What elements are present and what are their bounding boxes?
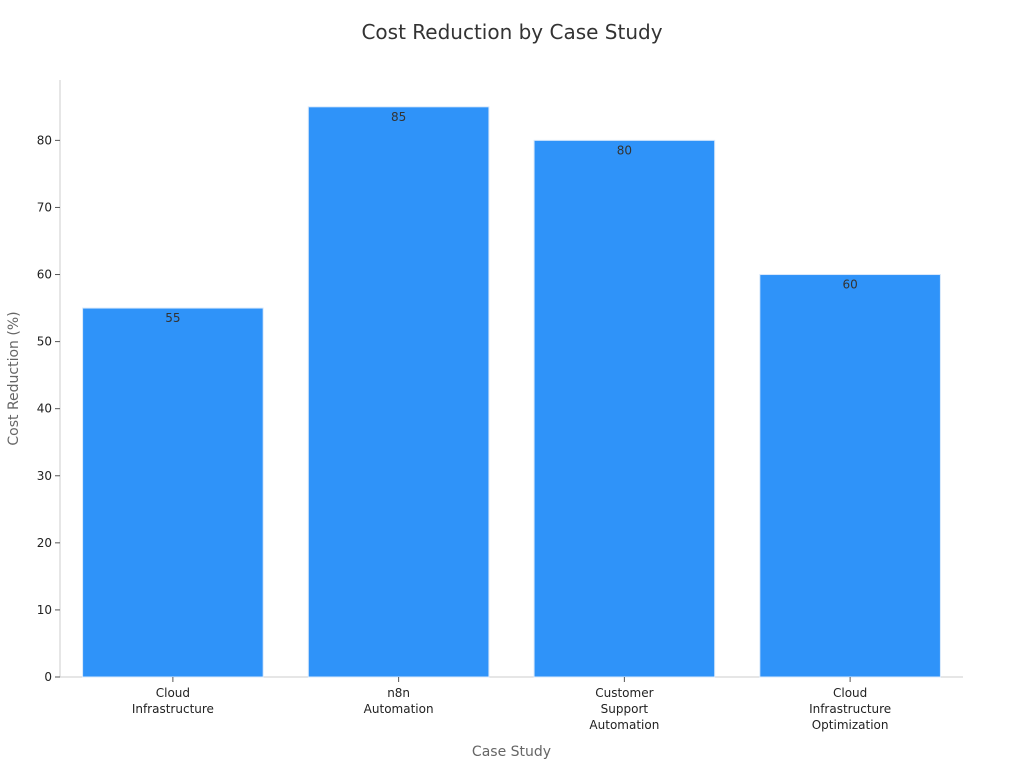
bar <box>533 139 716 678</box>
bar <box>759 274 941 678</box>
y-tick-label: 40 <box>37 402 52 416</box>
x-tick-label-line: n8n <box>387 686 410 700</box>
x-tick-label: n8n Automation <box>364 686 434 716</box>
x-tick-label: Cloud Infrastructure Optimization <box>809 686 891 732</box>
y-tick-label: 60 <box>37 268 52 282</box>
x-tick-label-line: Infrastructure <box>132 702 214 716</box>
bar-value-label: 60 <box>842 278 857 292</box>
x-axis-title: Case Study <box>472 744 551 760</box>
x-tick-label-line: Support <box>601 702 649 716</box>
y-tick-label: 50 <box>37 335 52 349</box>
bar <box>82 307 264 678</box>
x-tick-label: Customer Support Automation <box>589 686 659 732</box>
x-tick-label-line: Cloud <box>156 686 190 700</box>
bar-value-label: 85 <box>391 110 406 124</box>
x-tick-label-line: Cloud <box>833 686 867 700</box>
y-axis-title: Cost Reduction (%) <box>6 311 22 445</box>
y-tick-label: 10 <box>37 603 52 617</box>
y-tick-label: 0 <box>44 670 52 684</box>
x-tick-label: Cloud Infrastructure <box>132 686 214 716</box>
chart-title: Cost Reduction by Case Study <box>361 20 663 44</box>
bar <box>307 106 490 678</box>
y-tick-label: 20 <box>37 536 52 550</box>
x-tick-label-line: Optimization <box>812 718 889 732</box>
y-tick-label: 80 <box>37 133 52 147</box>
y-tick-label: 70 <box>37 200 52 214</box>
y-tick-label: 30 <box>37 469 52 483</box>
x-tick-label-line: Infrastructure <box>809 702 891 716</box>
x-tick-label-line: Automation <box>589 718 659 732</box>
x-tick-label-line: Automation <box>364 702 434 716</box>
bar-value-label: 55 <box>165 311 180 325</box>
bar-value-label: 80 <box>617 143 632 157</box>
x-tick-label-line: Customer <box>595 686 653 700</box>
